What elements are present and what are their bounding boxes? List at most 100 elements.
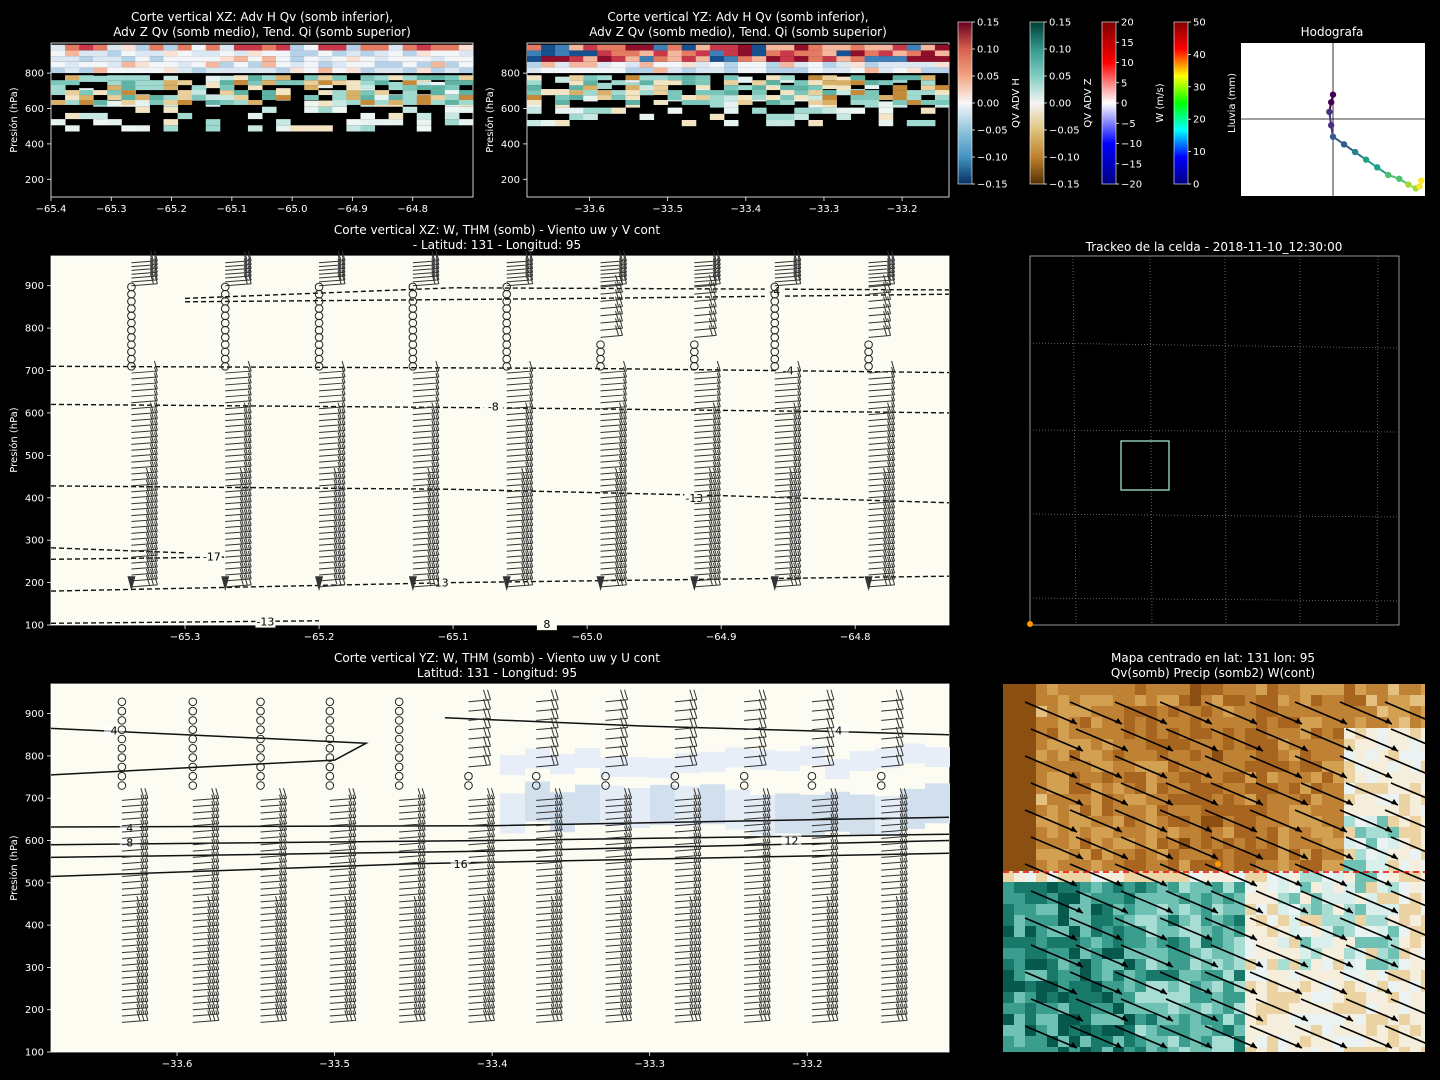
heat-cell bbox=[177, 50, 193, 57]
map-cell bbox=[1278, 728, 1289, 739]
map-cell bbox=[1421, 783, 1425, 794]
wind-barb bbox=[468, 975, 495, 979]
heat-cell bbox=[723, 107, 739, 114]
map-cell bbox=[1102, 739, 1113, 750]
wind-barb bbox=[506, 388, 533, 392]
wind-barb bbox=[600, 382, 627, 386]
wind-barb-flag bbox=[435, 414, 440, 425]
wind-barb bbox=[811, 924, 838, 928]
wind-barb-flag bbox=[830, 754, 835, 766]
calm-circle bbox=[739, 781, 749, 790]
wind-barb-flag bbox=[215, 997, 220, 1008]
wind-barb-flag bbox=[762, 934, 767, 945]
wind-barb bbox=[674, 823, 701, 827]
wind-barb-flag bbox=[899, 745, 904, 756]
wind-barb-flag bbox=[712, 455, 717, 467]
wind-barb bbox=[694, 477, 721, 481]
wind-barb-flag bbox=[247, 390, 252, 401]
wind-barb-flag bbox=[529, 426, 534, 437]
wind-barb-flag bbox=[337, 250, 342, 261]
wind-barb-flag bbox=[623, 550, 628, 562]
heat-cell bbox=[163, 99, 179, 105]
wind-barb-flag bbox=[887, 461, 892, 473]
heat-cell bbox=[346, 125, 361, 132]
map-cell bbox=[1377, 794, 1388, 805]
wind-barb-flag bbox=[891, 426, 896, 437]
wind-barb-flag bbox=[620, 915, 625, 926]
heat-cell bbox=[597, 50, 612, 57]
map-cell bbox=[1201, 827, 1212, 838]
wind-barb-flag bbox=[903, 896, 908, 907]
heat-cell bbox=[597, 56, 612, 62]
heat-cell bbox=[247, 56, 263, 62]
wind-barb-flag bbox=[215, 921, 220, 932]
wind-barb-flag bbox=[487, 1003, 491, 1015]
wind-barb-flag bbox=[421, 819, 426, 831]
wind-barb-flag bbox=[483, 896, 487, 907]
map-cell bbox=[1113, 816, 1124, 827]
map-cell bbox=[1146, 750, 1157, 761]
map-cell bbox=[1388, 816, 1399, 827]
wind-barb-flag bbox=[247, 254, 252, 265]
calm-circle bbox=[117, 771, 127, 781]
wind-barb-flag bbox=[421, 788, 426, 799]
heat-cell bbox=[597, 44, 612, 51]
wind-barb bbox=[744, 892, 771, 896]
wind-barb bbox=[225, 283, 252, 287]
wind-barb-flag bbox=[716, 360, 721, 372]
wind-barb bbox=[811, 764, 834, 768]
map-cell bbox=[1047, 772, 1058, 783]
map-cell bbox=[1223, 684, 1234, 695]
wind-barb bbox=[319, 548, 346, 552]
wind-barb bbox=[192, 886, 219, 890]
wind-barb-flag bbox=[525, 408, 530, 419]
wind-barb-flag bbox=[716, 273, 721, 284]
map-cell bbox=[1146, 816, 1157, 827]
wind-barb bbox=[674, 956, 701, 960]
wind-barb-flag bbox=[716, 378, 721, 390]
wind-barb bbox=[774, 477, 801, 481]
y-tick-label: 200 bbox=[501, 175, 520, 186]
wind-barb-flag bbox=[149, 515, 154, 526]
wind-barb bbox=[774, 424, 801, 428]
wind-barb-flag bbox=[487, 745, 491, 756]
wind-barb-flag bbox=[697, 915, 702, 926]
track-title: Trackeo de la celda - 2018-11-10_12:30:0… bbox=[1085, 240, 1343, 254]
w-cell bbox=[675, 753, 700, 774]
wind-barb-flag bbox=[431, 539, 436, 550]
wind-barb bbox=[744, 835, 771, 839]
heat-cell bbox=[850, 90, 866, 96]
contour-label: 4 bbox=[126, 822, 133, 835]
wind-barb-flag bbox=[153, 455, 158, 467]
map-cell bbox=[1190, 849, 1201, 860]
wind-barb-flag bbox=[283, 953, 288, 964]
wind-barb bbox=[600, 548, 627, 552]
map-cell bbox=[1058, 728, 1069, 739]
wind-barb-flag bbox=[215, 870, 220, 881]
wind-barb bbox=[506, 429, 533, 433]
wind-barb-flag bbox=[243, 550, 248, 562]
map-cell bbox=[1212, 761, 1223, 772]
xz-top-heatmap bbox=[51, 44, 474, 132]
wind-barb bbox=[774, 584, 801, 588]
wind-barb-flag bbox=[140, 838, 145, 850]
wind-barb-flag bbox=[623, 269, 628, 281]
wind-barb-flag bbox=[628, 921, 633, 932]
map-cell bbox=[1421, 728, 1425, 739]
wind-barb-flag bbox=[834, 896, 839, 907]
wind-barb bbox=[881, 943, 908, 947]
hodograph-point bbox=[1396, 175, 1403, 182]
wind-barb-flag bbox=[417, 807, 422, 818]
wind-barb bbox=[536, 873, 563, 877]
wind-barb bbox=[744, 842, 771, 846]
map-cell bbox=[1388, 750, 1399, 761]
wind-barb bbox=[260, 816, 287, 820]
heat-cell bbox=[681, 120, 697, 127]
heat-cell bbox=[920, 80, 936, 86]
wind-barb-flag bbox=[211, 984, 216, 996]
wind-barb-flag bbox=[140, 794, 145, 805]
wind-barb-flag bbox=[550, 991, 555, 1002]
wind-barb-flag bbox=[550, 915, 555, 926]
wind-barb-flag bbox=[431, 550, 436, 562]
map-cell bbox=[1135, 750, 1146, 761]
